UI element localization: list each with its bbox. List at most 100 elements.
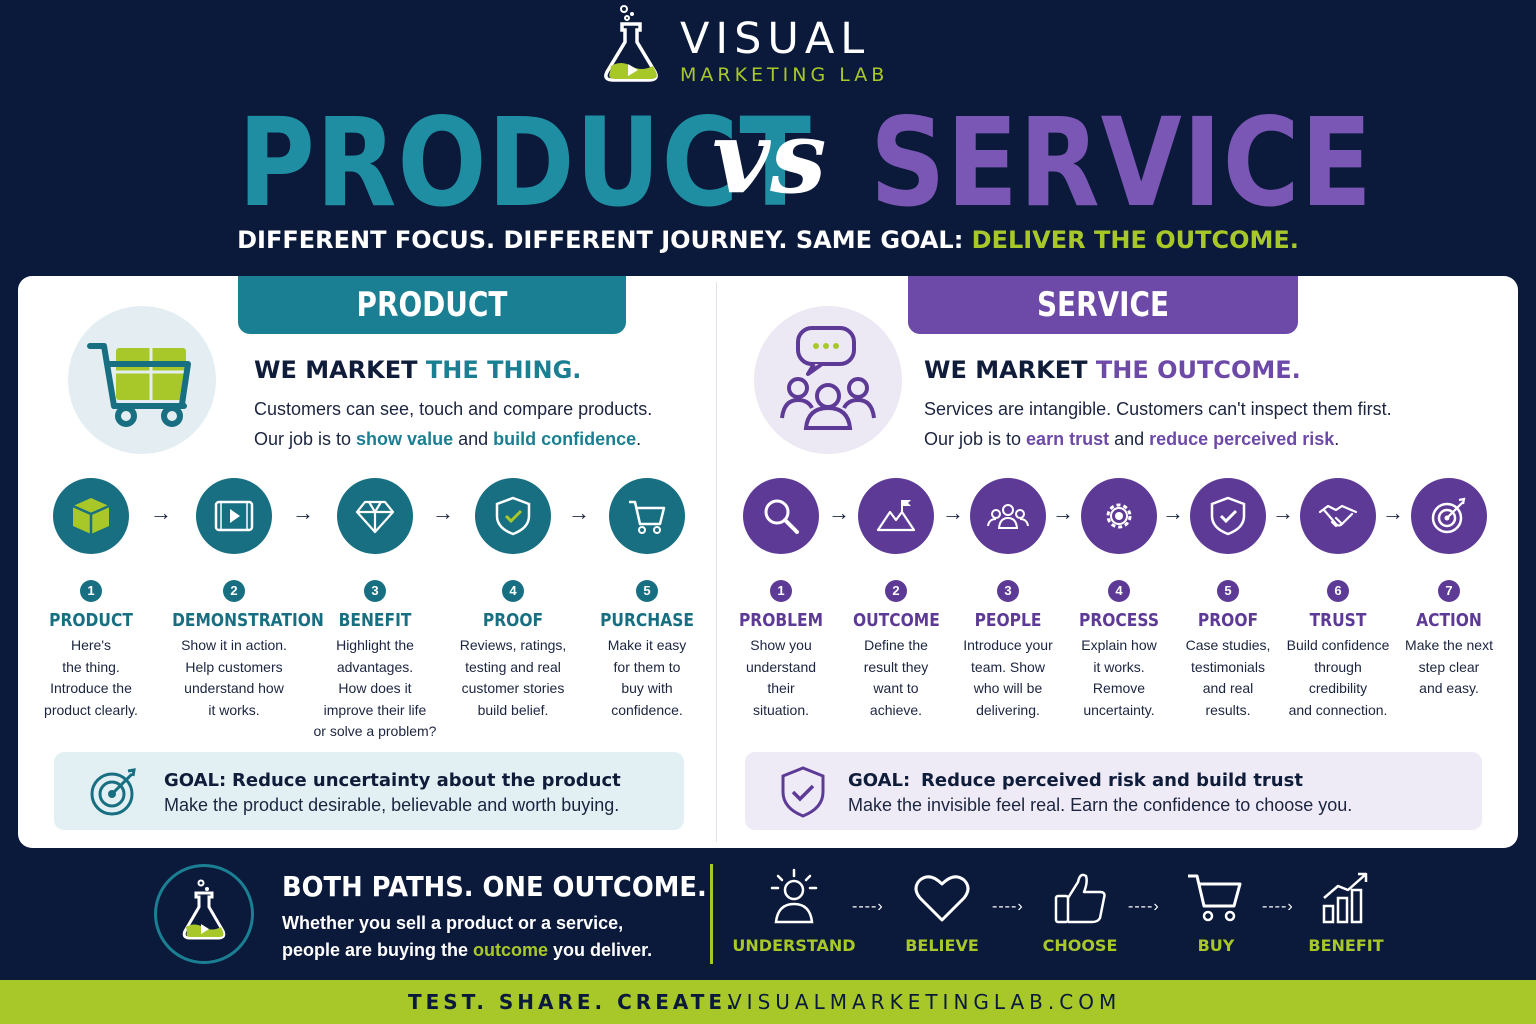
service-headline: WE MARKET THE OUTCOME. <box>924 356 1301 384</box>
product-desc-b: show value <box>356 429 454 449</box>
arrow-icon: → <box>292 500 314 525</box>
flow-buy: BUY <box>1146 868 1286 955</box>
handshake-icon <box>1300 478 1376 554</box>
step-description: Reviews, ratings, testing and real custome… <box>459 637 567 718</box>
target-icon <box>90 768 136 816</box>
step-title: PROBLEM <box>738 610 824 631</box>
product-step-benefit: 3 BENEFIT Highlight the advantages. How do… <box>310 478 440 743</box>
flask-icon <box>604 5 658 82</box>
step-number: 6 <box>1327 580 1349 602</box>
arrow-icon: → <box>1052 500 1074 525</box>
step-number: 5 <box>636 580 658 602</box>
shopping-cart-icon <box>87 343 191 427</box>
product-desc-line2: Our job is to show value and build confi… <box>254 424 652 454</box>
diamond-icon <box>337 478 413 554</box>
step-number: 4 <box>502 580 524 602</box>
lightbulb-person-icon <box>724 868 864 928</box>
target-icon <box>1411 478 1487 554</box>
arrow-icon: → <box>432 500 454 525</box>
step-description: Here's the thing. Introduce the product cle… <box>44 637 138 718</box>
service-step-action: 7 ACTION Make the next step clear and easy… <box>1400 478 1498 700</box>
both-paths-line1: Whether you sell a product or a service, <box>282 913 624 933</box>
box-icon <box>53 478 129 554</box>
step-title: DEMONSTRATION <box>172 610 324 631</box>
flow-connector: ----› <box>1128 898 1160 915</box>
arrow-icon: → <box>1382 500 1404 525</box>
flow-believe: BELIEVE <box>872 868 1012 955</box>
product-hero <box>68 306 216 454</box>
flow-connector: ----› <box>852 898 884 915</box>
step-title: PURCHASE <box>600 610 694 631</box>
product-goal-label: GOAL: <box>164 770 227 791</box>
service-desc-line1: Services are intangible. Customers can't… <box>924 399 1392 419</box>
shield-check-icon <box>1190 478 1266 554</box>
footer-website-link[interactable]: VISUALMARKETINGLAB.COM <box>728 990 1122 1014</box>
brand-logo: VISUAL MARKETING LAB <box>600 4 920 90</box>
brand-subtitle: MARKETING LAB <box>680 64 889 86</box>
step-title: PRODUCT <box>49 610 133 631</box>
product-marketing-header: PRODUCT MARKETING <box>238 276 626 383</box>
product-desc-e: . <box>636 429 642 449</box>
flask-icon <box>182 879 226 940</box>
flow-benefit: BENEFIT <box>1276 868 1416 955</box>
service-desc-c: and <box>1109 429 1150 449</box>
shield-check-icon <box>475 478 551 554</box>
step-title: TRUST <box>1309 610 1367 631</box>
footer-slogan: TEST. SHARE. CREATE. <box>408 990 738 1014</box>
service-desc-b: earn trust <box>1026 429 1110 449</box>
accent-divider <box>710 864 713 964</box>
heart-icon <box>872 868 1012 928</box>
arrow-icon: → <box>828 500 850 525</box>
step-title: PROCESS <box>1079 610 1159 631</box>
step-number: 2 <box>223 580 245 602</box>
step-number: 3 <box>364 580 386 602</box>
step-number: 2 <box>885 580 907 602</box>
step-title: BENEFIT <box>338 610 412 631</box>
product-marketing-label: PRODUCT MARKETING <box>338 285 526 383</box>
product-step-purchase: 5 PURCHASE Make it easy for them to buy wi… <box>588 478 706 721</box>
cart-icon <box>1146 868 1286 928</box>
tagline-main: DIFFERENT FOCUS. DIFFERENT JOURNEY. SAME… <box>237 226 972 254</box>
service-desc-d: reduce perceived risk <box>1149 429 1335 449</box>
service-hero <box>754 306 902 454</box>
step-title: OUTCOME <box>853 610 940 631</box>
service-goal-text: Make the invisible feel real. Earn the c… <box>848 795 1353 815</box>
video-icon <box>196 478 272 554</box>
bottom-logo <box>154 864 254 964</box>
step-description: Define the result they want to achieve. <box>863 637 929 718</box>
step-description: Case studies, testimonials and real results… <box>1185 637 1271 718</box>
mountain-flag-icon <box>858 478 934 554</box>
service-desc-a: Our job is to <box>924 429 1027 449</box>
title-service: SERVICE <box>870 92 1373 234</box>
service-marketing-label: SERVICE MARKETING <box>1009 285 1197 383</box>
flow-choose: CHOOSE <box>1010 868 1150 955</box>
arrow-icon: → <box>1272 500 1294 525</box>
tagline: DIFFERENT FOCUS. DIFFERENT JOURNEY. SAME… <box>0 226 1536 254</box>
service-goal-box: GOAL: Reduce perceived risk and build tr… <box>745 752 1482 830</box>
service-desc-e: . <box>1334 429 1340 449</box>
flow-label: CHOOSE <box>1042 936 1118 955</box>
title-vs: vs <box>712 98 827 216</box>
arrow-icon: → <box>942 500 964 525</box>
step-title: PROOF <box>482 610 544 631</box>
product-goal-title: Reduce uncertainty about the product <box>232 770 621 791</box>
service-description: Services are intangible. Customers can't… <box>924 394 1392 454</box>
cart-icon <box>609 478 685 554</box>
thumbs-up-icon <box>1010 868 1150 928</box>
arrow-icon: → <box>568 500 590 525</box>
team-chat-icon <box>780 326 876 430</box>
step-description: Show it in action. Help customers understa… <box>181 637 287 718</box>
product-step-proof: 4 PROOF Reviews, ratings, testing and rea… <box>448 478 578 721</box>
column-divider <box>716 282 717 842</box>
product-headline-a: WE MARKET <box>254 356 426 384</box>
both-paths-line2: people are buying the outcome you delive… <box>282 940 653 960</box>
shield-check-icon <box>781 766 825 818</box>
step-description: Introduce your team. Show who will be deliv… <box>963 637 1053 718</box>
step-number: 3 <box>997 580 1019 602</box>
step-description: Make it easy for them to buy with confidenc… <box>607 637 687 718</box>
product-desc-a: Our job is to <box>254 429 357 449</box>
both-paths-title: BOTH PATHS. ONE OUTCOME. <box>282 870 707 903</box>
service-step-proof: 5 PROOF Case studies, testimonials and rea… <box>1180 478 1276 721</box>
step-title: PEOPLE <box>974 610 1042 631</box>
step-number: 7 <box>1438 580 1460 602</box>
